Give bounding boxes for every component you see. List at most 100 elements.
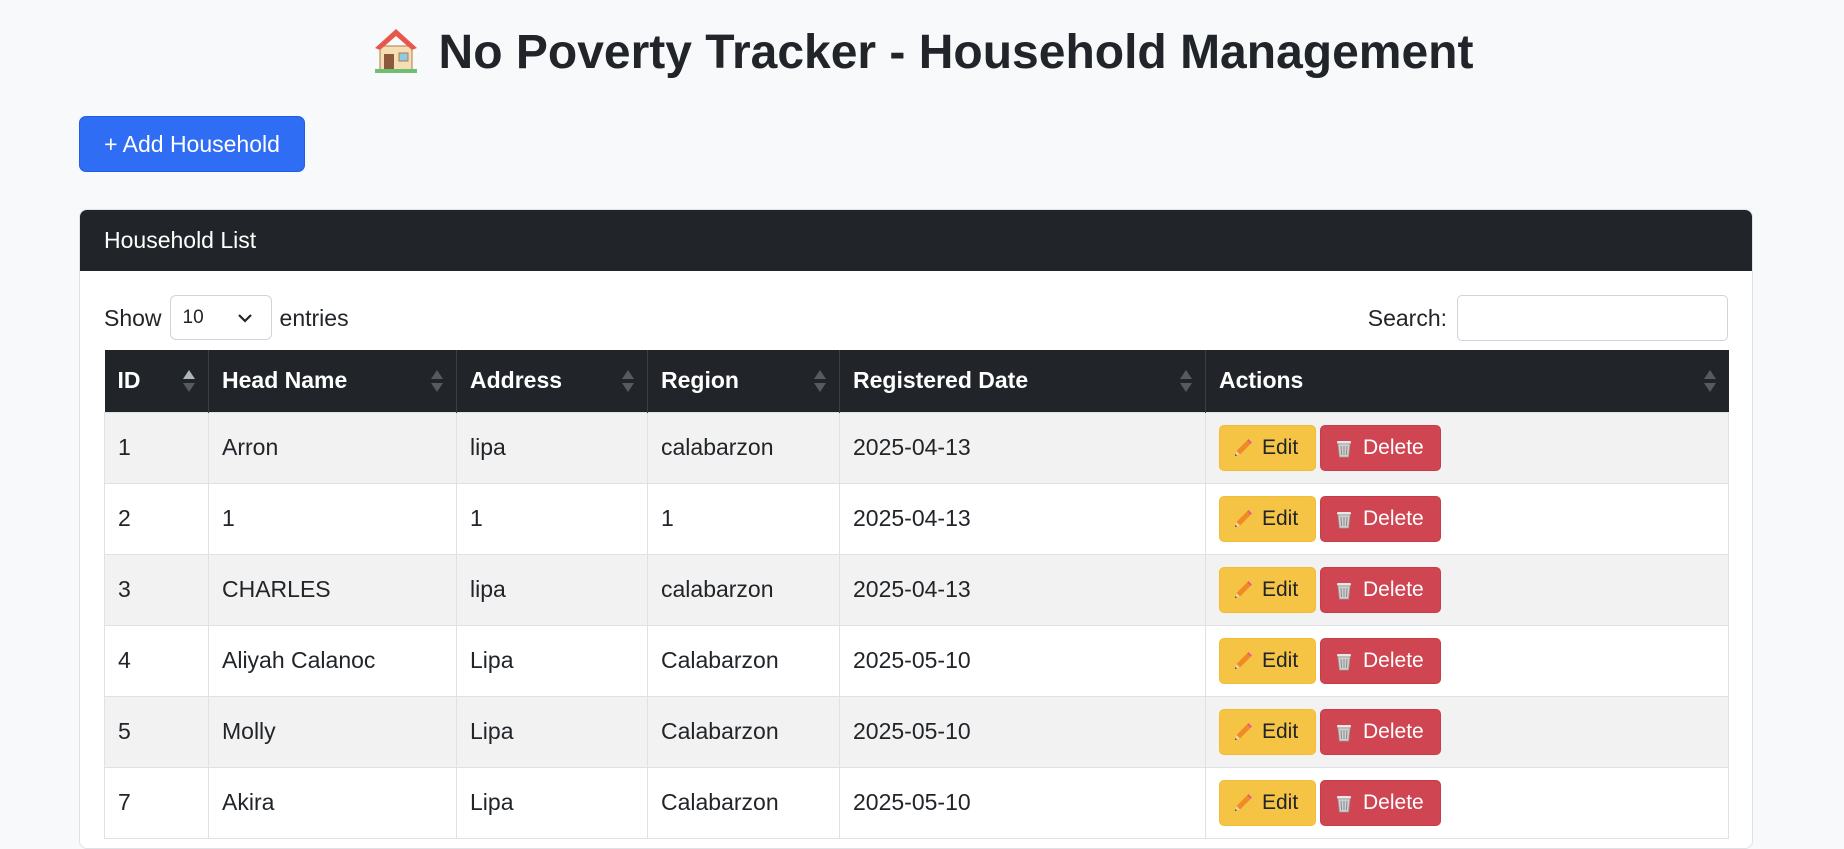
column-header-registered-date[interactable]: Registered Date [839, 350, 1206, 412]
edit-label: Edit [1262, 719, 1299, 743]
entries-label: entries [279, 304, 349, 331]
cell-head-name: 1 [208, 482, 457, 555]
cell-actions: Edit Delete [1205, 411, 1729, 484]
table-row: 3 CHARLES lipa calabarzon 2025-04-13 Edit Dele… [104, 553, 1729, 626]
entries-select-value: 10 [182, 307, 204, 328]
cell-head-name: Aliyah Calanoc [208, 624, 457, 697]
chevron-down-icon [237, 314, 252, 323]
cell-actions: Edit Delete [1205, 482, 1729, 555]
sort-icon [1180, 370, 1192, 392]
trash-icon [1337, 511, 1351, 528]
trash-icon [1337, 653, 1351, 670]
cell-region: Calabarzon [647, 624, 840, 697]
cell-registered-date: 2025-04-13 [839, 553, 1206, 626]
delete-label: Delete [1363, 435, 1424, 459]
cell-region: 1 [647, 482, 840, 555]
cell-address: lipa [456, 411, 648, 484]
cell-address: Lipa [456, 695, 648, 768]
search-label: Search: [1367, 304, 1447, 331]
cell-id: 7 [104, 766, 209, 839]
cell-id: 4 [104, 624, 209, 697]
cell-address: 1 [456, 482, 648, 555]
table-row: 1 Arron lipa calabarzon 2025-04-13 Edit Delete [104, 411, 1729, 484]
delete-label: Delete [1363, 790, 1424, 814]
cell-region: calabarzon [647, 553, 840, 626]
household-list-card: Household List Show 10 entries Search: I… [79, 209, 1753, 849]
delete-button[interactable]: Delete [1320, 637, 1441, 684]
delete-button[interactable]: Delete [1320, 779, 1441, 826]
edit-button[interactable]: Edit [1219, 779, 1316, 826]
trash-icon [1337, 724, 1351, 741]
cell-id: 2 [104, 482, 209, 555]
entries-select[interactable]: 10 [169, 295, 272, 340]
show-label: Show [104, 304, 162, 331]
page-title: No Poverty Tracker - Household Managemen… [0, 22, 1844, 84]
cell-region: calabarzon [647, 411, 840, 484]
delete-button[interactable]: Delete [1320, 495, 1441, 542]
cell-registered-date: 2025-04-13 [839, 411, 1206, 484]
cell-registered-date: 2025-05-10 [839, 695, 1206, 768]
delete-label: Delete [1363, 577, 1424, 601]
column-header-actions[interactable]: Actions [1205, 350, 1729, 412]
cell-id: 1 [104, 411, 209, 484]
edit-button[interactable]: Edit [1219, 424, 1316, 471]
card-header: Household List [80, 210, 1752, 271]
delete-button[interactable]: Delete [1320, 566, 1441, 613]
edit-button[interactable]: Edit [1219, 637, 1316, 684]
table-row: 2 1 1 1 2025-04-13 Edit Delete [104, 482, 1729, 555]
search-control: Search: [1368, 295, 1728, 341]
cell-head-name: Akira [208, 766, 457, 839]
column-header-region[interactable]: Region [647, 350, 840, 412]
column-header-head-name[interactable]: Head Name [208, 350, 457, 412]
cell-address: Lipa [456, 624, 648, 697]
edit-button[interactable]: Edit [1219, 708, 1316, 755]
household-table: ID Head Name Address [104, 350, 1729, 839]
house-icon [374, 29, 417, 73]
cell-registered-date: 2025-05-10 [839, 624, 1206, 697]
trash-icon [1337, 795, 1351, 812]
cell-address: lipa [456, 553, 648, 626]
cell-address: Lipa [456, 766, 648, 839]
table-body: 1 Arron lipa calabarzon 2025-04-13 Edit Delete… [104, 411, 1729, 839]
edit-label: Edit [1262, 790, 1299, 814]
table-row: 7 Akira Lipa Calabarzon 2025-05-10 Edit Delete [104, 766, 1729, 839]
delete-button[interactable]: Delete [1320, 424, 1441, 471]
delete-label: Delete [1363, 719, 1424, 743]
pencil-icon [1235, 651, 1252, 669]
table-controls: Show 10 entries Search: [80, 271, 1752, 351]
cell-head-name: Molly [208, 695, 457, 768]
length-control: Show 10 entries [104, 295, 349, 340]
table-header-row: ID Head Name Address [104, 350, 1729, 412]
pencil-icon [1235, 580, 1252, 598]
cell-actions: Edit Delete [1205, 553, 1729, 626]
sort-icon [814, 370, 826, 392]
delete-button[interactable]: Delete [1320, 708, 1441, 755]
sort-icon [622, 370, 634, 392]
cell-id: 3 [104, 553, 209, 626]
pencil-icon [1235, 793, 1252, 811]
pencil-icon [1235, 509, 1252, 527]
table-row: 5 Molly Lipa Calabarzon 2025-05-10 Edit Delete [104, 695, 1729, 768]
edit-label: Edit [1262, 648, 1299, 672]
edit-label: Edit [1262, 435, 1299, 459]
search-input[interactable] [1457, 295, 1728, 341]
sort-icon [1703, 370, 1716, 392]
cell-registered-date: 2025-05-10 [839, 766, 1206, 839]
cell-head-name: CHARLES [208, 553, 457, 626]
cell-actions: Edit Delete [1205, 766, 1729, 839]
cell-region: Calabarzon [647, 695, 840, 768]
edit-button[interactable]: Edit [1219, 566, 1316, 613]
cell-actions: Edit Delete [1205, 624, 1729, 697]
pencil-icon [1235, 438, 1252, 456]
column-header-id[interactable]: ID [104, 350, 209, 412]
edit-label: Edit [1262, 506, 1299, 530]
delete-label: Delete [1363, 506, 1424, 530]
cell-head-name: Arron [208, 411, 457, 484]
pencil-icon [1235, 722, 1252, 740]
trash-icon [1337, 440, 1351, 457]
column-header-address[interactable]: Address [456, 350, 648, 412]
table-row: 4 Aliyah Calanoc Lipa Calabarzon 2025-05-10 E… [104, 624, 1729, 697]
add-household-button[interactable]: + Add Household [79, 116, 305, 172]
edit-button[interactable]: Edit [1219, 495, 1316, 542]
edit-label: Edit [1262, 577, 1299, 601]
